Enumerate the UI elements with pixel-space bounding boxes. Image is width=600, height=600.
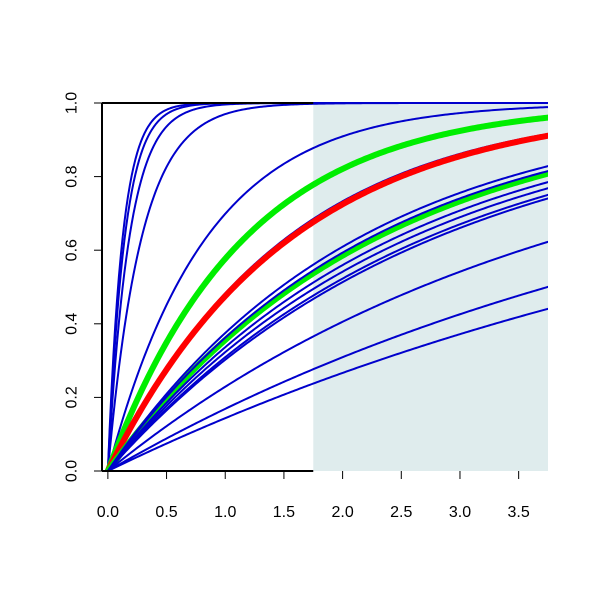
y-tick-label: 0.2 bbox=[64, 386, 81, 408]
axes bbox=[101, 102, 314, 472]
x-axis-ticks: 0.0 0.5 1.0 1.5 2.0 2.5 3.0 3.5 bbox=[97, 471, 530, 521]
y-axis-ticks: 0.0 0.2 0.4 0.6 0.8 1.0 bbox=[64, 92, 102, 482]
x-tick-label: 1.0 bbox=[214, 504, 236, 521]
series-line-16 bbox=[106, 197, 548, 472]
series-layer bbox=[104, 102, 548, 472]
series-line-15 bbox=[106, 193, 548, 472]
y-tick-label: 1.0 bbox=[64, 92, 81, 114]
x-tick-label: 3.5 bbox=[508, 504, 530, 521]
x-tick-label: 3.0 bbox=[449, 504, 471, 521]
y-tick-label: 0.6 bbox=[64, 239, 81, 261]
series-line-11 bbox=[106, 165, 548, 472]
series-line-12 bbox=[106, 170, 548, 472]
y-tick-label: 0.4 bbox=[64, 313, 81, 335]
shaded-region-layer bbox=[313, 103, 548, 471]
x-tick-label: 0.0 bbox=[97, 504, 119, 521]
series-line-5 bbox=[106, 106, 548, 472]
series-line-19 bbox=[106, 307, 548, 472]
series-line-14 bbox=[106, 187, 548, 472]
y-tick-label: 0.8 bbox=[64, 165, 81, 187]
series-line-18 bbox=[106, 285, 548, 472]
shaded-region bbox=[313, 103, 548, 471]
series-line-17 bbox=[106, 240, 548, 472]
x-tick-label: 0.5 bbox=[155, 504, 177, 521]
x-tick-label: 2.5 bbox=[390, 504, 412, 521]
series-line-4 bbox=[106, 102, 548, 472]
x-tick-label: 1.5 bbox=[273, 504, 295, 521]
series-line-9 bbox=[104, 132, 548, 472]
x-tick-label: 2.0 bbox=[331, 504, 353, 521]
series-line-13 bbox=[106, 181, 548, 472]
series-line-10 bbox=[104, 170, 548, 472]
y-tick-label: 0.0 bbox=[64, 460, 81, 482]
series-line-6 bbox=[104, 114, 548, 472]
